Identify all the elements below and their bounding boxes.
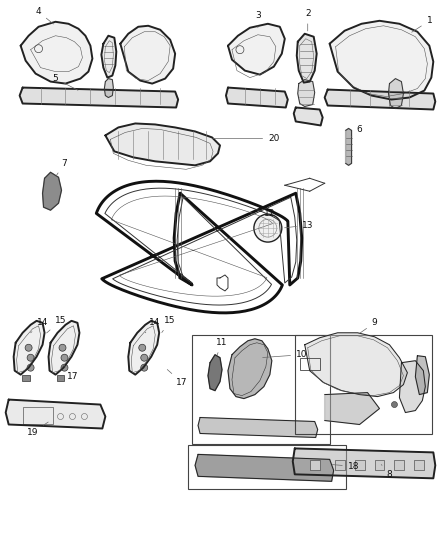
- Polygon shape: [198, 417, 318, 438]
- Bar: [335, 461, 345, 470]
- Text: 9: 9: [360, 318, 378, 333]
- Bar: [188, 446, 346, 489]
- Bar: [295, 335, 432, 434]
- Text: 5: 5: [53, 74, 78, 90]
- Polygon shape: [14, 321, 45, 375]
- Text: 13: 13: [285, 221, 314, 230]
- Text: 14: 14: [31, 318, 48, 333]
- Text: 10: 10: [263, 350, 307, 359]
- Circle shape: [141, 354, 148, 361]
- Polygon shape: [42, 172, 61, 210]
- Text: 17: 17: [64, 365, 78, 381]
- Text: 12: 12: [264, 209, 276, 217]
- Circle shape: [27, 364, 34, 371]
- Polygon shape: [128, 321, 159, 375]
- Bar: [355, 461, 364, 470]
- Bar: [395, 461, 404, 470]
- Text: 2: 2: [305, 9, 311, 31]
- Polygon shape: [305, 333, 407, 397]
- Circle shape: [141, 364, 148, 371]
- Text: 15: 15: [46, 316, 66, 333]
- Bar: [414, 461, 424, 470]
- Circle shape: [139, 344, 146, 351]
- Text: 4: 4: [36, 7, 53, 24]
- Text: 8: 8: [381, 465, 392, 479]
- Circle shape: [61, 354, 68, 361]
- Polygon shape: [106, 124, 220, 165]
- Circle shape: [254, 214, 282, 242]
- Polygon shape: [6, 400, 106, 429]
- Polygon shape: [101, 36, 117, 78]
- Polygon shape: [120, 26, 175, 84]
- Polygon shape: [293, 448, 435, 478]
- Polygon shape: [297, 34, 317, 83]
- Bar: [374, 461, 385, 470]
- Polygon shape: [346, 128, 352, 165]
- Polygon shape: [415, 356, 429, 394]
- Polygon shape: [325, 90, 435, 109]
- Circle shape: [392, 401, 397, 408]
- Text: 6: 6: [352, 125, 362, 136]
- Polygon shape: [330, 21, 433, 100]
- Text: 17: 17: [167, 369, 188, 387]
- Circle shape: [25, 344, 32, 351]
- Text: 1: 1: [412, 17, 432, 32]
- Polygon shape: [298, 79, 314, 107]
- Polygon shape: [20, 87, 178, 108]
- Text: 19: 19: [27, 422, 48, 437]
- Polygon shape: [389, 78, 403, 109]
- Text: 15: 15: [162, 316, 176, 333]
- Circle shape: [27, 354, 34, 361]
- Bar: [21, 375, 30, 381]
- Polygon shape: [399, 361, 425, 413]
- Polygon shape: [104, 78, 113, 98]
- Text: 7: 7: [56, 159, 67, 176]
- Polygon shape: [228, 339, 272, 399]
- Bar: [192, 335, 330, 445]
- Polygon shape: [294, 108, 323, 125]
- Polygon shape: [228, 24, 285, 75]
- Bar: [310, 461, 320, 470]
- Text: 18: 18: [332, 462, 359, 471]
- Bar: [23, 407, 53, 424]
- Polygon shape: [325, 393, 379, 424]
- Text: 11: 11: [216, 338, 228, 355]
- Circle shape: [59, 344, 66, 351]
- Polygon shape: [208, 355, 222, 391]
- Circle shape: [61, 364, 68, 371]
- Text: 14: 14: [145, 318, 160, 333]
- Polygon shape: [226, 87, 288, 108]
- Polygon shape: [195, 455, 334, 481]
- Bar: [57, 375, 64, 381]
- Text: 20: 20: [213, 134, 279, 143]
- Polygon shape: [49, 321, 79, 375]
- Polygon shape: [21, 22, 92, 84]
- Text: 3: 3: [255, 11, 261, 28]
- Bar: [300, 358, 320, 370]
